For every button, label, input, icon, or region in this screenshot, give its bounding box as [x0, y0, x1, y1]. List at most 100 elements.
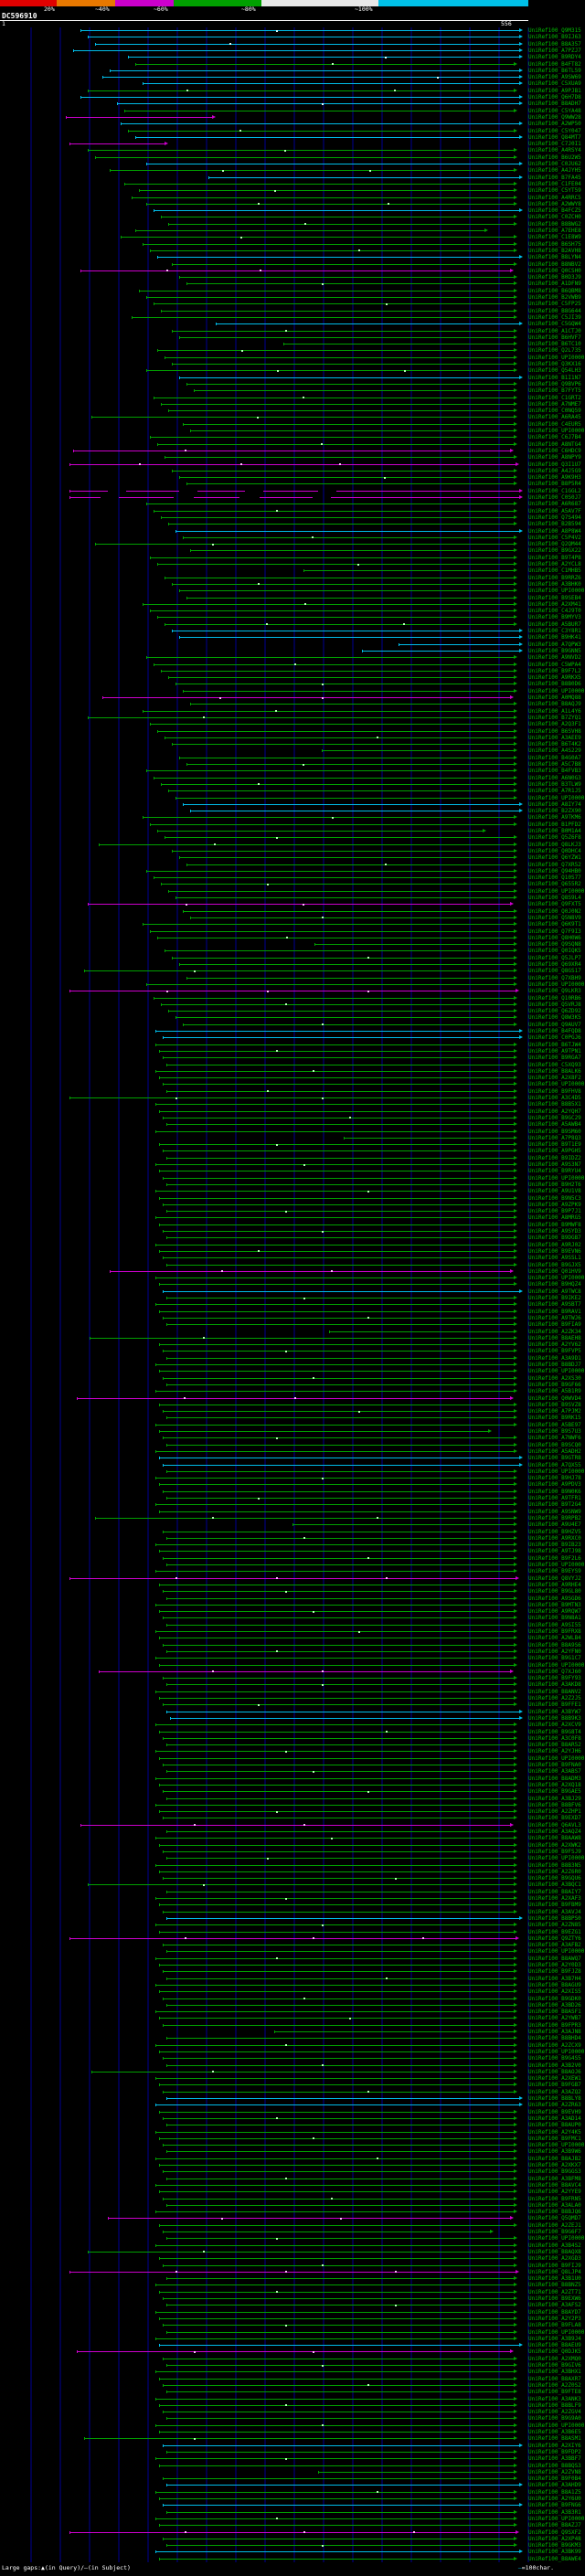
hit-bar[interactable] [159, 1511, 514, 1512]
hit-bar[interactable] [166, 2151, 514, 2153]
hit-row[interactable] [0, 1962, 528, 1968]
hit-label[interactable]: UniRef100_B9EXW6 [528, 2295, 581, 2302]
hit-row[interactable] [0, 1875, 528, 1882]
hit-label[interactable]: UniRef100_B9FJZ8 [528, 1968, 581, 1976]
hit-row[interactable] [0, 214, 528, 220]
hit-bar[interactable] [166, 1498, 514, 1499]
hit-row[interactable] [0, 494, 528, 501]
hit-bar[interactable] [186, 597, 514, 599]
hit-row[interactable] [0, 908, 528, 915]
hit-bar[interactable] [344, 1137, 514, 1139]
hit-bar[interactable] [159, 1197, 514, 1199]
hit-row[interactable] [0, 1835, 528, 1841]
hit-bar[interactable] [163, 1437, 514, 1439]
hit-label[interactable]: UniRef100_B9SM60 [528, 1128, 581, 1135]
hit-label[interactable]: UniRef100_A1DFN9 [528, 281, 581, 288]
hit-label[interactable]: UniRef100_B9MTN3 [528, 1601, 581, 1608]
hit-row[interactable] [0, 1295, 528, 1301]
hit-row[interactable] [0, 1622, 528, 1628]
hit-bar[interactable] [166, 2511, 514, 2513]
hit-bar[interactable] [166, 1383, 514, 1385]
hit-row[interactable] [0, 2242, 528, 2249]
hit-bar[interactable] [155, 1217, 514, 1219]
hit-bar[interactable] [176, 897, 514, 898]
hit-bar[interactable] [150, 930, 514, 932]
hit-label[interactable]: UniRef100_B9FLA8 [528, 2322, 581, 2329]
hit-row[interactable] [0, 1115, 528, 1121]
hit-row[interactable] [0, 175, 528, 181]
hit-bar[interactable] [159, 1991, 514, 1993]
hit-bar[interactable] [166, 1183, 514, 1185]
hit-bar[interactable] [155, 2424, 514, 2426]
hit-row[interactable] [0, 274, 528, 281]
hit-row[interactable] [0, 1475, 528, 1481]
hit-row[interactable] [0, 2122, 528, 2128]
hit-bar[interactable] [166, 1298, 514, 1299]
hit-row[interactable] [0, 61, 528, 68]
hit-label[interactable]: UniRef100_A3AZQ2 [528, 2088, 581, 2095]
hit-label[interactable]: UniRef100_C1GGL2 [528, 487, 581, 494]
hit-bar[interactable] [172, 850, 514, 852]
hit-bar[interactable] [161, 403, 514, 405]
hit-label[interactable]: UniRef100_C1MHB5 [528, 567, 581, 575]
hit-row[interactable] [0, 1922, 528, 1928]
hit-row[interactable] [0, 2049, 528, 2055]
hit-label[interactable]: UniRef100_Q9M315 [528, 27, 581, 34]
hit-label[interactable]: UniRef100_B8AGU9 [528, 1981, 581, 1988]
hit-bar[interactable] [186, 383, 514, 385]
hit-label[interactable]: UniRef100_C5JI39 [528, 313, 581, 321]
hit-row[interactable] [0, 895, 528, 901]
hit-row[interactable] [0, 2176, 528, 2182]
hit-bar[interactable] [155, 1164, 514, 1165]
hit-label[interactable]: UniRef100_B9FPR3 [528, 2021, 581, 2029]
hit-label[interactable]: UniRef100_A2YQH7 [528, 1108, 581, 1115]
hit-row[interactable] [0, 981, 528, 988]
hit-label[interactable]: UniRef100_A9RXC0 [528, 1534, 581, 1542]
hit-row[interactable] [0, 248, 528, 254]
hit-bar[interactable] [146, 297, 514, 298]
hit-label[interactable]: UniRef100_UPI0000... [528, 1855, 585, 1862]
hit-label[interactable]: UniRef100_A7P8Q3 [528, 1134, 581, 1141]
hit-row[interactable] [0, 181, 528, 187]
hit-row[interactable] [0, 161, 528, 167]
hit-label[interactable]: UniRef100_A3C0F8 [528, 1734, 581, 1742]
hit-row[interactable] [0, 154, 528, 161]
hit-bar[interactable] [155, 2371, 514, 2373]
hit-label[interactable]: UniRef100_A7PZJ7 [528, 47, 581, 54]
hit-row[interactable] [0, 2069, 528, 2075]
hit-row[interactable] [0, 1408, 528, 1415]
hit-bar[interactable] [157, 257, 519, 259]
hit-row[interactable] [0, 1902, 528, 1908]
hit-bar[interactable] [155, 1044, 514, 1045]
hit-label[interactable]: UniRef100_Q3I1U7 [528, 461, 581, 468]
hit-row[interactable] [0, 2415, 528, 2422]
hit-label[interactable]: UniRef100_A3AD14 [528, 2115, 581, 2122]
hit-label[interactable]: UniRef100_A7NME7 [528, 400, 581, 408]
hit-bar[interactable] [166, 1831, 514, 1832]
hit-label[interactable]: UniRef100_B9SEB4 [528, 594, 581, 601]
hit-label[interactable]: UniRef100_B9RPB2 [528, 1514, 581, 1521]
hit-label[interactable]: UniRef100_UPI0000... [528, 1468, 585, 1475]
hit-bar[interactable] [172, 583, 514, 585]
hit-bar[interactable] [155, 2131, 514, 2133]
hit-label[interactable]: UniRef100_B9RYU4 [528, 1168, 581, 1175]
hit-row[interactable] [0, 1782, 528, 1788]
hit-bar[interactable] [159, 2432, 514, 2433]
hit-row[interactable] [0, 221, 528, 228]
hit-bar[interactable] [190, 550, 514, 552]
hit-bar[interactable] [159, 2191, 514, 2193]
hit-label[interactable]: UniRef100_UPI0000... [528, 981, 585, 988]
hit-bar[interactable] [163, 1704, 514, 1706]
hit-row[interactable] [0, 1329, 528, 1335]
hit-label[interactable]: UniRef100_B0D3J9 [528, 274, 581, 281]
hit-bar[interactable] [155, 1244, 514, 1246]
hit-row[interactable] [0, 1248, 528, 1255]
hit-label[interactable]: UniRef100_A3AFB2 [528, 1942, 581, 1949]
hit-label[interactable]: UniRef100_A6R687 [528, 501, 581, 508]
hit-bar[interactable] [159, 2317, 514, 2319]
hit-label[interactable]: UniRef100_A2YFN0 [528, 1648, 581, 1655]
hit-bar[interactable] [159, 1077, 514, 1079]
hit-row[interactable] [0, 2455, 528, 2462]
hit-label[interactable]: UniRef100_B8P5R4 [528, 481, 581, 488]
hit-bar[interactable] [166, 1444, 514, 1446]
